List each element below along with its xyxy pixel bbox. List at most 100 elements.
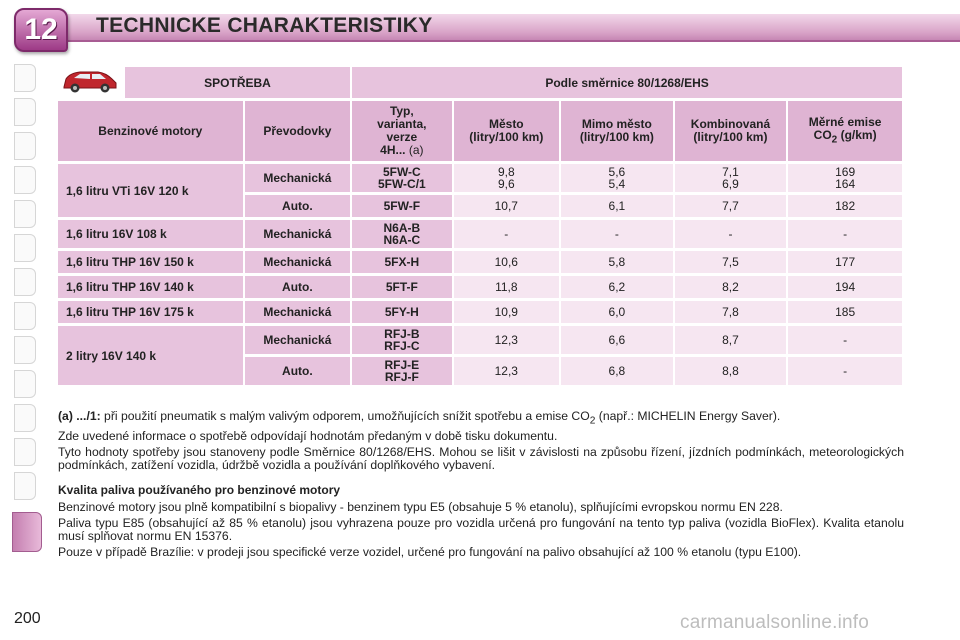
col-type-l1: Typ, [389, 104, 414, 118]
extra-cell: 6,1 [561, 195, 673, 217]
extra-cell: 5,6 5,4 [561, 164, 673, 192]
page-number: 200 [14, 610, 41, 627]
col-engine: Benzinové motory [58, 101, 243, 161]
type-cell: 5FW-F [352, 195, 452, 217]
co2-cell: 177 [788, 251, 902, 273]
type-line: RFJ-E [384, 358, 420, 372]
watermark: carmanualsonline.info [680, 612, 870, 633]
type-cell: 5FT-F [352, 276, 452, 298]
chapter-number: 12 [24, 13, 58, 46]
gearbox-cell: Auto. [244, 195, 351, 217]
type-cell: N6A-B N6A-C [352, 220, 452, 248]
fuel-quality-heading: Kvalita paliva používaného pro benzinové… [58, 483, 341, 498]
footnote-text-a: při použití pneumatik s malým valivým od… [100, 409, 590, 423]
combined-cell: 7,5 [674, 251, 787, 273]
col-comb-l2: (litry/100 km) [693, 130, 768, 144]
value: 5,4 [608, 177, 626, 191]
combined-cell: 7,8 [674, 301, 787, 323]
header-directive: Podle směrnice 80/1268/EHS [352, 67, 902, 98]
note-paragraph: Pouze v případě Brazílie: v prodeji jsou… [58, 545, 802, 560]
col-co2-l1: Měrné emise [808, 114, 882, 129]
co2-cell: - [788, 220, 902, 248]
col-type-l2: varianta, [377, 117, 427, 131]
chapter-tab[interactable] [14, 200, 36, 228]
co2-cell: - [788, 357, 902, 385]
gearbox-cell: Auto. [244, 276, 351, 298]
chapter-tab[interactable] [14, 336, 36, 364]
col-extra-l2: (litry/100 km) [579, 130, 654, 144]
chapter-tab[interactable] [14, 166, 36, 194]
footnote-label: (a) .../1: [58, 409, 101, 423]
value: 169 [835, 165, 856, 179]
chapter-tab-active[interactable] [12, 512, 42, 552]
note-paragraph: Zde uvedené informace o spotřebě odpovíd… [58, 429, 558, 444]
type-cell: 5FW-C 5FW-C/1 [352, 164, 452, 192]
combined-cell: 8,7 [674, 326, 787, 354]
combined-cell: 8,8 [674, 357, 787, 385]
extra-cell: 6,2 [561, 276, 673, 298]
chapter-badge: 12 [14, 8, 68, 52]
value: 9,6 [497, 177, 515, 191]
engine-cell: 1,6 litru VTi 16V 120 k [58, 164, 243, 217]
chapter-tab[interactable] [14, 98, 36, 126]
col-co2-l2b: (g/km) [837, 127, 877, 142]
type-line: 5FW-C [382, 165, 421, 179]
chapter-tab[interactable] [14, 132, 36, 160]
col-type-l3: verze [386, 130, 418, 144]
combined-cell: 8,2 [674, 276, 787, 298]
chapter-tab[interactable] [14, 64, 36, 92]
co2-cell: 169 164 [788, 164, 902, 192]
type-line: N6A-C [383, 233, 421, 247]
type-line: RFJ-C [384, 339, 420, 353]
co2-cell: 185 [788, 301, 902, 323]
car-icon-cell [58, 67, 123, 98]
gearbox-cell: Mechanická [244, 251, 351, 273]
col-type: Typ, varianta, verze 4H... (a) [352, 101, 452, 161]
chapter-tab[interactable] [14, 370, 36, 398]
engine-cell: 1,6 litru THP 16V 175 k [58, 301, 243, 323]
chapter-tab[interactable] [14, 268, 36, 296]
value: 164 [835, 177, 856, 191]
footnote-text-b: (např.: MICHELIN Energy Saver). [595, 409, 781, 423]
col-type-l4: 4H... [380, 143, 406, 157]
chapter-tab[interactable] [14, 404, 36, 432]
value: 6,9 [722, 177, 739, 191]
col-combined: Kombinovaná (litry/100 km) [674, 101, 787, 161]
type-cell: RFJ-B RFJ-C [352, 326, 452, 354]
gearbox-cell: Mechanická [244, 220, 351, 248]
consumption-table: SPOTŘEBA Podle směrnice 80/1268/EHS Benz… [56, 64, 904, 388]
engine-cell: 1,6 litru 16V 108 k [58, 220, 243, 248]
chapter-tab[interactable] [14, 438, 36, 466]
col-extra-urban: Mimo město (litry/100 km) [561, 101, 673, 161]
type-line: N6A-B [383, 221, 421, 235]
notes-section: (a) .../1: při použití pneumatik s malým… [58, 410, 904, 562]
header-bar [60, 14, 960, 42]
extra-cell: 6,8 [561, 357, 673, 385]
value: 5,6 [608, 165, 626, 179]
col-gearbox: Převodovky [244, 101, 351, 161]
page-title: TECHNICKE CHARAKTERISTIKY [96, 14, 433, 37]
gearbox-cell: Auto. [244, 357, 351, 385]
col-co2-sub: 2 [831, 134, 838, 146]
city-cell: 12,3 [453, 326, 560, 354]
note-paragraph: Benzinové motory jsou plně kompatibilní … [58, 500, 783, 515]
engine-cell: 2 litry 16V 140 k [58, 326, 243, 385]
city-cell: 10,7 [453, 195, 560, 217]
extra-cell: 5,8 [561, 251, 673, 273]
note-paragraph: Tyto hodnoty spotřeby jsou stanoveny pod… [58, 445, 904, 473]
gearbox-cell: Mechanická [244, 326, 351, 354]
gearbox-cell: Mechanická [244, 301, 351, 323]
engine-cell: 1,6 litru THP 16V 150 k [58, 251, 243, 273]
chapter-tab[interactable] [14, 472, 36, 500]
type-line: RFJ-B [384, 327, 420, 341]
col-type-note: (a) [408, 143, 424, 157]
chapter-tab[interactable] [14, 302, 36, 330]
value: 7,1 [722, 165, 739, 179]
co2-cell: 194 [788, 276, 902, 298]
type-line: RFJ-F [384, 370, 419, 384]
chapter-tab[interactable] [14, 234, 36, 262]
engine-cell: 1,6 litru THP 16V 140 k [58, 276, 243, 298]
city-cell: - [453, 220, 560, 248]
type-cell: 5FY-H [352, 301, 452, 323]
footnote-sub: 2 [589, 415, 596, 427]
